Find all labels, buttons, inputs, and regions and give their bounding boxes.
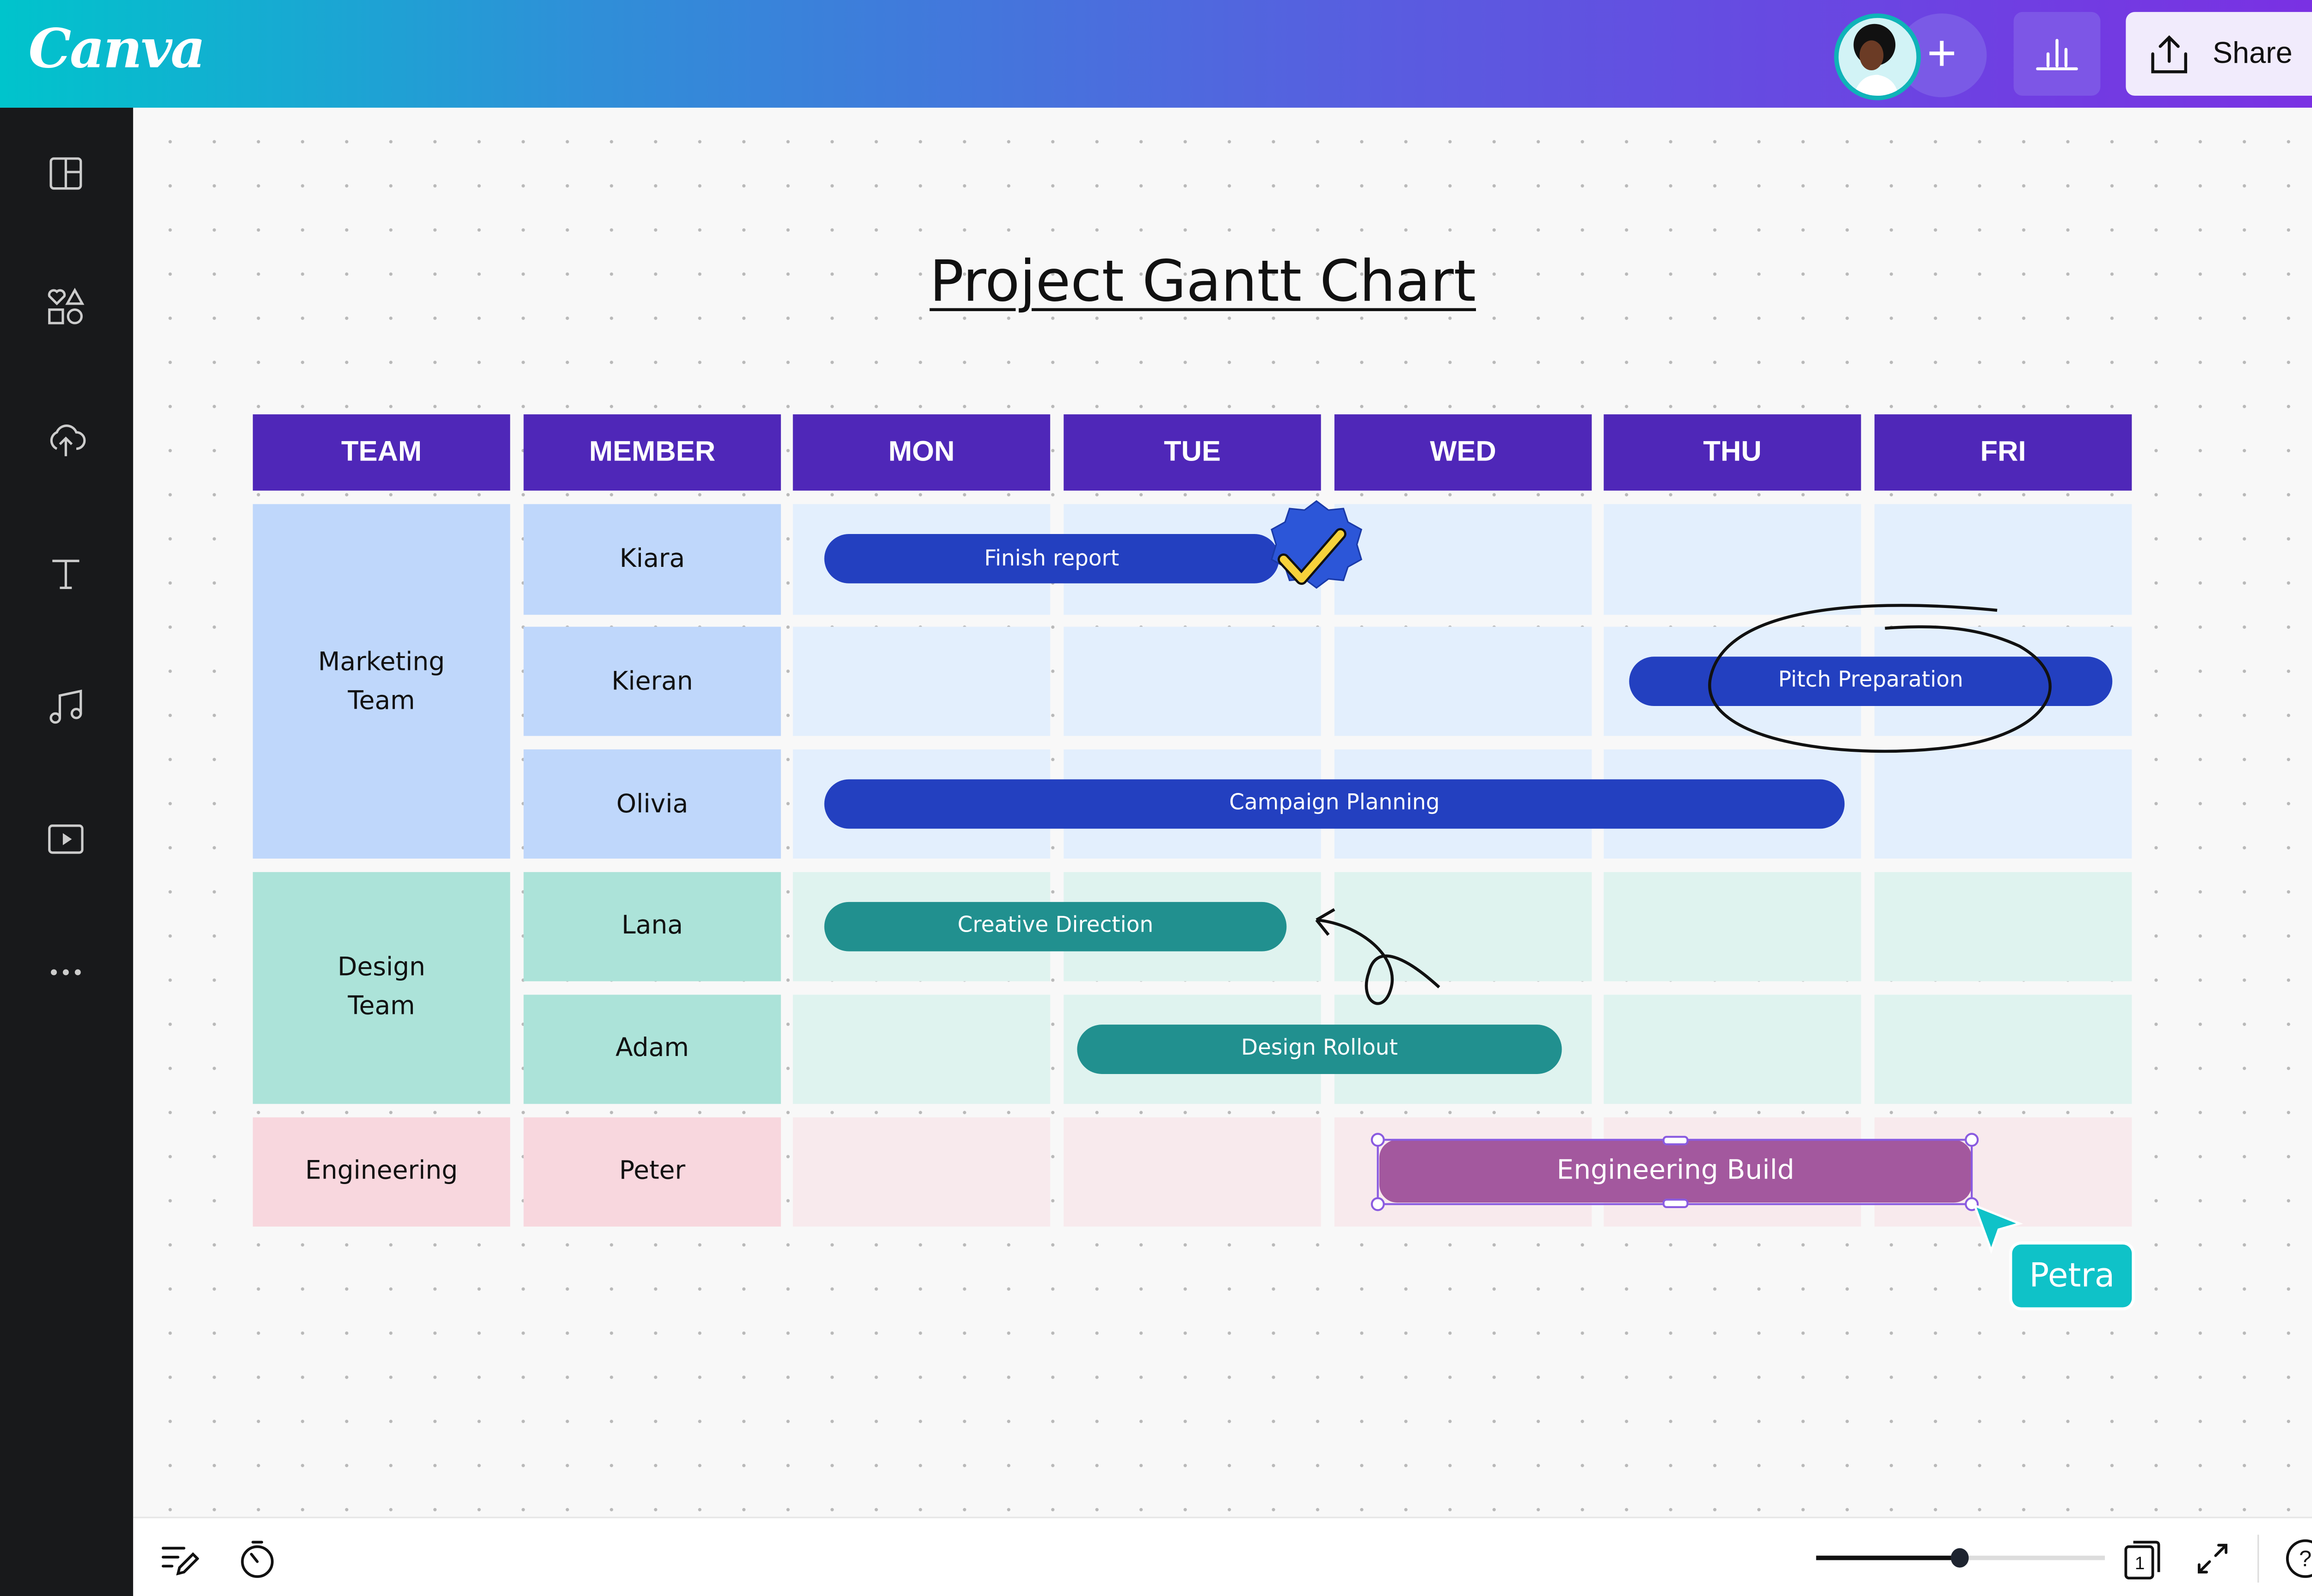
header-tue[interactable]: TUE bbox=[1064, 414, 1321, 491]
plus-icon: + bbox=[1927, 25, 1957, 82]
zoom-slider[interactable] bbox=[1816, 1548, 2105, 1568]
day-cell[interactable] bbox=[1874, 504, 2132, 614]
bar-chart-icon bbox=[2036, 39, 2078, 71]
collaborator-label: Petra bbox=[2012, 1244, 2132, 1307]
member-cell-text: Olivia bbox=[616, 789, 689, 819]
member-cell-text: Kieran bbox=[611, 666, 693, 697]
page-title[interactable]: Project Gantt Chart bbox=[929, 248, 1476, 314]
page-number: 1 bbox=[2134, 1553, 2145, 1574]
upload-cloud-icon[interactable] bbox=[45, 419, 87, 461]
day-cell[interactable] bbox=[1334, 504, 1592, 614]
task-bar[interactable]: Creative Direction bbox=[824, 901, 1287, 951]
member-cell-text: Lana bbox=[621, 911, 683, 942]
task-bar-text: Design Rollout bbox=[1241, 1037, 1398, 1061]
timer-icon[interactable] bbox=[238, 1538, 277, 1580]
day-cell[interactable] bbox=[1874, 872, 2132, 982]
day-cell[interactable] bbox=[793, 1117, 1051, 1227]
member-cell[interactable]: Adam bbox=[523, 994, 781, 1104]
share-upload-icon bbox=[2151, 35, 2188, 74]
share-label: Share bbox=[2213, 37, 2293, 71]
member-cell-text: Adam bbox=[615, 1034, 689, 1064]
user-avatar[interactable] bbox=[1834, 13, 1921, 100]
member-cell[interactable]: Peter bbox=[523, 1117, 781, 1227]
member-cell[interactable]: Kieran bbox=[523, 626, 781, 737]
task-bar[interactable]: Campaign Planning bbox=[824, 779, 1845, 829]
team-cell-text: Marketing Team bbox=[318, 647, 445, 716]
header-member-text: MEMBER bbox=[589, 436, 716, 468]
team-cell[interactable]: Marketing Team bbox=[252, 504, 510, 859]
layout-icon[interactable] bbox=[45, 153, 87, 195]
day-cell[interactable] bbox=[1334, 626, 1592, 737]
bottom-bar: 1 ? bbox=[133, 1516, 2312, 1596]
day-cell[interactable] bbox=[1064, 1117, 1321, 1227]
day-cell[interactable] bbox=[1064, 626, 1321, 737]
header-fri[interactable]: FRI bbox=[1874, 414, 2132, 491]
header-tue-text: TUE bbox=[1164, 436, 1221, 468]
day-cell[interactable] bbox=[1604, 872, 1861, 982]
header-team[interactable]: TEAM bbox=[252, 414, 510, 491]
zoom-slider-handle[interactable] bbox=[1950, 1548, 1969, 1568]
task-bar-text: Pitch Preparation bbox=[1778, 669, 1963, 694]
top-bar: Canva + Share bbox=[0, 0, 2312, 108]
team-cell-text: Design Team bbox=[338, 953, 425, 1022]
header-wed[interactable]: WED bbox=[1334, 414, 1592, 491]
header-wed-text: WED bbox=[1430, 436, 1496, 468]
day-cell[interactable] bbox=[1874, 749, 2132, 859]
task-bar-text: Campaign Planning bbox=[1229, 792, 1440, 816]
elements-icon[interactable] bbox=[45, 286, 87, 328]
task-bar[interactable]: Design Rollout bbox=[1077, 1024, 1562, 1074]
member-cell[interactable]: Lana bbox=[523, 872, 781, 982]
team-cell-text: Engineering bbox=[305, 1156, 458, 1187]
header-member[interactable]: MEMBER bbox=[523, 414, 781, 491]
canva-logo[interactable]: Canva bbox=[28, 18, 205, 81]
task-bar[interactable]: Engineering Build bbox=[1379, 1139, 1972, 1202]
share-button[interactable]: Share bbox=[2126, 12, 2312, 96]
page-count-button[interactable]: 1 bbox=[2123, 1539, 2162, 1581]
notes-icon[interactable] bbox=[160, 1542, 199, 1578]
header-team-text: TEAM bbox=[341, 436, 422, 468]
member-cell[interactable]: Kiara bbox=[523, 504, 781, 614]
day-cell[interactable] bbox=[793, 626, 1051, 737]
task-bar-text: Engineering Build bbox=[1556, 1154, 1795, 1186]
music-icon[interactable] bbox=[45, 685, 87, 727]
day-cell[interactable] bbox=[1334, 872, 1592, 982]
member-cell-text: Peter bbox=[619, 1156, 686, 1187]
header-thu-text: THU bbox=[1703, 436, 1762, 468]
left-sidebar bbox=[0, 107, 133, 1596]
more-icon[interactable] bbox=[45, 951, 87, 994]
day-cell[interactable] bbox=[1874, 994, 2132, 1104]
day-cell[interactable] bbox=[793, 994, 1051, 1104]
pages-icon bbox=[2124, 1541, 2160, 1580]
member-cell-text: Kiara bbox=[619, 544, 685, 574]
text-icon[interactable] bbox=[45, 552, 87, 594]
help-icon[interactable]: ? bbox=[2284, 1538, 2312, 1580]
header-mon-text: MON bbox=[888, 436, 955, 468]
task-bar-text: Creative Direction bbox=[957, 914, 1154, 939]
divider bbox=[2257, 1535, 2259, 1583]
insights-button[interactable] bbox=[2013, 12, 2101, 96]
fullscreen-icon[interactable] bbox=[2195, 1541, 2231, 1577]
task-bar[interactable]: Finish report bbox=[824, 534, 1279, 583]
team-cell[interactable]: Engineering bbox=[252, 1117, 510, 1227]
day-cell[interactable] bbox=[1604, 504, 1861, 614]
member-cell[interactable]: Olivia bbox=[523, 749, 781, 859]
header-fri-text: FRI bbox=[1980, 436, 2026, 468]
task-bar[interactable]: Pitch Preparation bbox=[1629, 656, 2113, 706]
task-bar-text: Finish report bbox=[984, 546, 1119, 571]
team-cell[interactable]: Design Team bbox=[252, 872, 510, 1104]
video-icon[interactable] bbox=[45, 818, 87, 860]
zoom-slider-fill bbox=[1816, 1555, 1960, 1560]
header-mon[interactable]: MON bbox=[793, 414, 1051, 491]
header-thu[interactable]: THU bbox=[1604, 414, 1861, 491]
day-cell[interactable] bbox=[1604, 994, 1861, 1104]
svg-text:?: ? bbox=[2299, 1546, 2312, 1571]
